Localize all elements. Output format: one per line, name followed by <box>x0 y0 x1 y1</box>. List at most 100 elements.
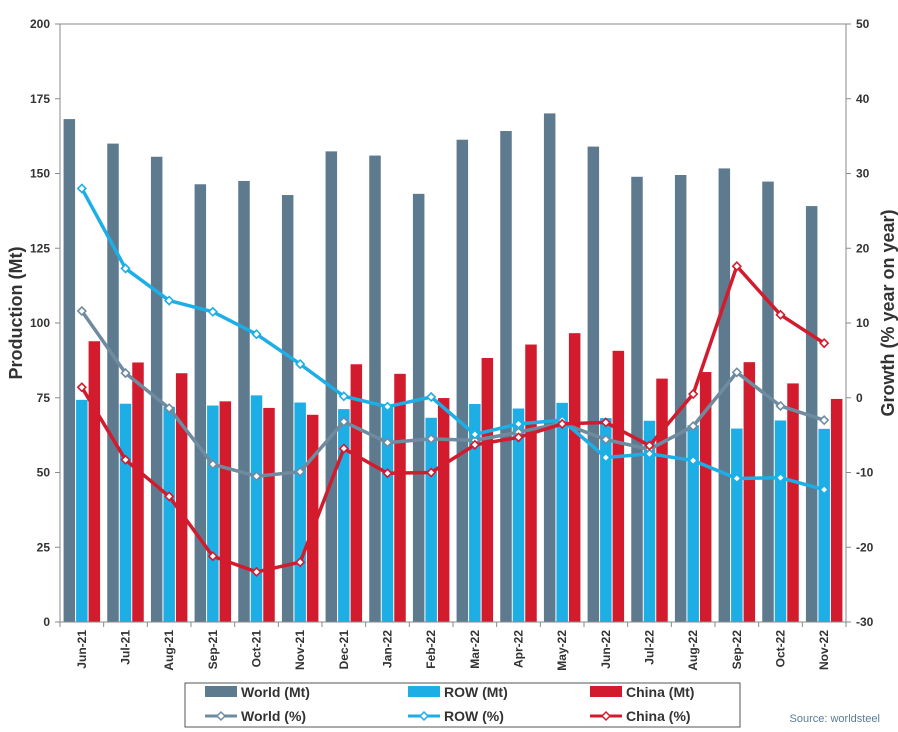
bar-row-mt-dec-21 <box>338 409 350 622</box>
y-tick-label: 150 <box>30 167 50 181</box>
y2-axis-title: Growth (% year on year) <box>878 209 898 416</box>
line-row <box>80 187 825 492</box>
x-tick-label: Oct-21 <box>250 630 264 668</box>
x-tick-label: Sep-21 <box>206 630 220 670</box>
bar-china-mt-feb-22 <box>437 398 450 622</box>
y2-tick-label: 20 <box>856 241 870 255</box>
y-tick-label: 50 <box>37 466 51 480</box>
bar-row-mt-jun-22 <box>600 418 612 622</box>
legend-label-row-mt: ROW (Mt) <box>444 684 508 700</box>
legend-swatch-row-mt <box>408 686 440 697</box>
marker-world-jun-21 <box>76 305 87 317</box>
bar-world-mt-jun-22 <box>587 146 600 622</box>
y2-tick-label: 10 <box>856 316 870 330</box>
bar-china-mt-aug-21 <box>175 373 188 622</box>
bar-world-mt-mar-22 <box>456 139 469 622</box>
x-tick-label: Jun-22 <box>599 630 613 669</box>
bar-world-mt-feb-22 <box>412 193 425 622</box>
marker-row-mar-22 <box>469 429 480 440</box>
marker-row-jan-22 <box>382 401 393 412</box>
bar-china-mt-dec-21 <box>350 364 363 622</box>
bar-world-mt-nov-21 <box>281 195 294 622</box>
bar-row-mt-aug-21 <box>163 406 175 622</box>
legend-swatch-world-mt <box>205 686 237 697</box>
legend-swatch-china-mt <box>590 686 622 697</box>
x-tick-label: Nov-22 <box>817 630 831 670</box>
x-tick-label: Aug-21 <box>162 630 176 671</box>
bar-china-mt-nov-21 <box>306 414 319 622</box>
marker-row-feb-22 <box>426 391 437 403</box>
y2-tick-label: 40 <box>856 92 870 106</box>
bar-row-mt-jul-21 <box>119 403 132 622</box>
y2-tick-label: 0 <box>856 391 863 405</box>
bar-world-mt-may-22 <box>543 113 556 623</box>
bar-row-mt-aug-22 <box>687 425 699 622</box>
x-tick-label: Jan-22 <box>381 630 395 668</box>
marker-row-aug-21 <box>164 295 175 306</box>
bar-china-mt-jun-21 <box>88 341 101 622</box>
bar-china-mt-sep-21 <box>219 401 232 622</box>
y2-tick-label: 50 <box>856 17 870 31</box>
bar-row-mt-nov-22 <box>818 428 830 622</box>
x-tick-label: Feb-22 <box>424 630 438 669</box>
marker-row-jul-21 <box>120 263 131 274</box>
y-tick-label: 0 <box>43 615 50 629</box>
x-tick-label: Jul-22 <box>643 630 657 665</box>
marker-row-dec-21 <box>338 391 349 402</box>
marker-row-jun-22 <box>600 452 611 463</box>
y-tick-label: 200 <box>30 17 50 31</box>
y2-tick-label: -20 <box>856 540 874 554</box>
y-tick-label: 125 <box>30 241 50 255</box>
bar-row-mt-mar-22 <box>469 404 481 622</box>
marker-china-apr-22 <box>513 432 524 443</box>
marker-world-jun-22 <box>600 434 611 445</box>
marker-row-apr-22 <box>513 418 524 430</box>
bar-china-mt-sep-22 <box>743 362 756 622</box>
marker-china-jun-22 <box>600 417 611 428</box>
marker-world-nov-21 <box>295 466 306 477</box>
marker-china-mar-22 <box>469 439 480 450</box>
marker-world-nov-22 <box>819 415 830 426</box>
x-tick-label: Oct-22 <box>774 630 788 668</box>
legend-marker-row <box>418 710 430 722</box>
y-tick-label: 100 <box>30 316 50 330</box>
bar-china-mt-oct-21 <box>263 407 275 622</box>
bar-row-mt-may-22 <box>556 402 568 622</box>
x-tick-label: Nov-21 <box>293 630 307 670</box>
marker-china-sep-21 <box>207 551 218 562</box>
legend: World (Mt) ROW (Mt) China (Mt) World (%) ROW… <box>184 682 741 728</box>
bar-world-mt-oct-21 <box>238 180 250 622</box>
legend-box <box>184 682 741 728</box>
marker-world-aug-22 <box>688 421 699 432</box>
bar-row-mt-apr-22 <box>512 408 525 622</box>
marker-china-jan-22 <box>382 468 393 479</box>
marker-china-jul-22 <box>644 440 655 451</box>
bar-world-mt-jul-22 <box>631 176 643 623</box>
axes-layer: 0 25 50 75 100 125 150 175 200 -30 -20 -10 0 10 20 30 40… <box>30 17 874 671</box>
bar-row-mt-oct-22 <box>774 420 787 622</box>
bar-row-mt-nov-21 <box>294 402 306 622</box>
bar-row-mt-sep-22 <box>731 428 743 622</box>
bar-china-mt-aug-22 <box>699 372 712 622</box>
marker-world-feb-22 <box>426 433 437 444</box>
y-tick-label: 175 <box>30 92 50 106</box>
legend-label-world-mt: World (Mt) <box>241 684 310 700</box>
marker-world-dec-21 <box>338 416 349 427</box>
marker-world-sep-22 <box>731 367 742 378</box>
marker-china-oct-22 <box>775 309 786 320</box>
bar-world-mt-jun-21 <box>63 119 76 622</box>
x-tick-label: Dec-21 <box>337 630 351 670</box>
marker-row-oct-22 <box>775 472 786 483</box>
x-tick-label: Sep-22 <box>730 630 744 670</box>
x-tick-label: Jul-21 <box>119 630 133 665</box>
bar-china-mt-nov-22 <box>830 398 843 622</box>
x-tick-label: May-22 <box>555 630 569 671</box>
x-tick-label: Aug-22 <box>686 630 700 671</box>
marker-world-aug-21 <box>164 403 175 414</box>
line-world <box>80 310 825 478</box>
legend-label-world: World (%) <box>241 708 306 724</box>
marker-china-sep-22 <box>731 261 742 272</box>
marker-china-nov-22 <box>819 338 830 349</box>
bar-world-mt-aug-22 <box>674 174 687 623</box>
